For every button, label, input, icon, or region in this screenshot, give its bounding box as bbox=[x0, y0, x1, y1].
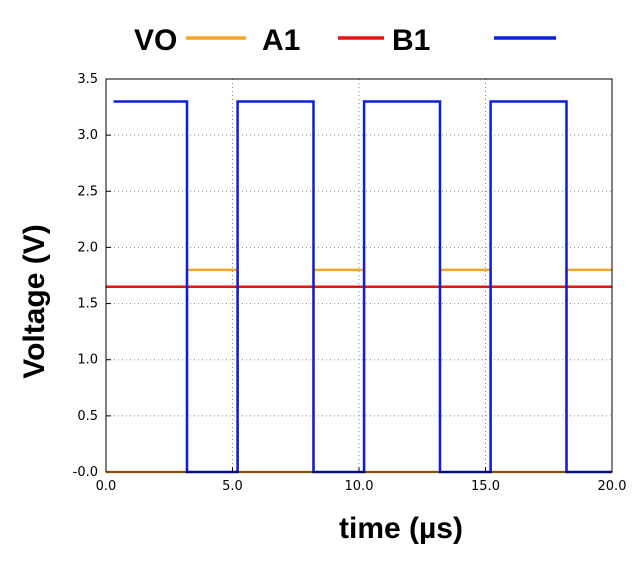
y-axis-title: Voltage (V) bbox=[18, 224, 51, 378]
y-tick-label: 3.0 bbox=[77, 128, 98, 143]
legend-label-vo: VO bbox=[134, 24, 177, 57]
x-tick-label: 15.0 bbox=[471, 479, 500, 494]
legend-label-b1: B1 bbox=[392, 24, 430, 57]
x-tick-label: 10.0 bbox=[345, 479, 374, 494]
chart-grid bbox=[106, 79, 612, 472]
chart-ticks: 0.0 5.0 10.0 15.0 20.0 -0.0 0.5 1.0 1.5 2.0 2.5 3.0… bbox=[73, 72, 627, 494]
y-tick-label: -0.0 bbox=[73, 465, 98, 480]
legend-label-a1: A1 bbox=[262, 24, 300, 57]
y-tick-label: 0.5 bbox=[77, 409, 98, 424]
y-tick-label: 3.5 bbox=[77, 72, 98, 87]
y-tick-label: 1.5 bbox=[77, 297, 98, 312]
x-tick-label: 5.0 bbox=[222, 479, 243, 494]
x-tick-label: 0.0 bbox=[96, 479, 117, 494]
y-tick-label: 1.0 bbox=[77, 353, 98, 368]
series-line-vo bbox=[106, 268, 612, 474]
y-tick-label: 2.5 bbox=[77, 184, 98, 199]
y-tick-label: 2.0 bbox=[77, 240, 98, 255]
chart-legend: VO A1 B1 bbox=[134, 24, 556, 57]
chart-series-layer bbox=[106, 100, 612, 474]
x-tick-label: 20.0 bbox=[598, 479, 627, 494]
x-axis-title: time (µs) bbox=[339, 512, 463, 545]
